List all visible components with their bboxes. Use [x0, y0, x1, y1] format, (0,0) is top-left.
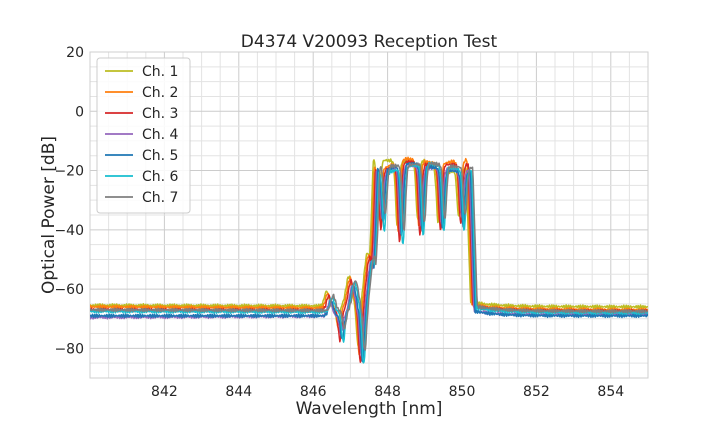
y-tick-label: −80 — [54, 341, 84, 357]
legend-label: Ch. 5 — [142, 148, 178, 164]
series-line-ch-5 — [90, 161, 648, 363]
x-tick-label: 842 — [151, 384, 178, 400]
y-axis-label: Optical Power [dB] — [39, 136, 59, 294]
legend-label: Ch. 3 — [142, 106, 178, 122]
series-layer — [90, 156, 648, 364]
x-axis-ticks: 842 844 846 848 850 852 854 — [151, 384, 624, 400]
legend-label: Ch. 7 — [142, 190, 178, 206]
x-axis-label: Wavelength [nm] — [296, 399, 443, 419]
chart-title: D4374 V20093 Reception Test — [241, 32, 498, 52]
x-tick-label: 846 — [300, 384, 327, 400]
y-tick-label: −60 — [54, 282, 84, 298]
series-line-ch-6 — [90, 161, 648, 364]
grid-lines — [90, 52, 648, 378]
legend: Ch. 1 Ch. 2 Ch. 3 Ch. 4 Ch. 5 Ch. 6 Ch. 7 — [96, 57, 191, 214]
x-tick-label: 854 — [597, 384, 624, 400]
x-tick-label: 848 — [374, 384, 401, 400]
series-line-ch-7 — [90, 161, 648, 351]
y-tick-label: −40 — [54, 223, 84, 239]
legend-label: Ch. 1 — [142, 64, 178, 80]
x-tick-label: 852 — [523, 384, 550, 400]
x-tick-label: 850 — [449, 384, 476, 400]
y-tick-label: 20 — [66, 45, 84, 61]
series-line-ch-2 — [90, 156, 648, 356]
plot-area — [89, 51, 649, 379]
legend-label: Ch. 6 — [142, 169, 179, 185]
legend-label: Ch. 4 — [142, 127, 179, 143]
x-tick-label: 844 — [225, 384, 252, 400]
y-axis-ticks: 20 0 −20 −40 −60 −80 — [54, 45, 84, 357]
legend-label: Ch. 2 — [142, 85, 178, 101]
y-tick-label: 0 — [75, 104, 84, 120]
legend-box — [96, 57, 191, 214]
y-tick-label: −20 — [54, 164, 84, 180]
